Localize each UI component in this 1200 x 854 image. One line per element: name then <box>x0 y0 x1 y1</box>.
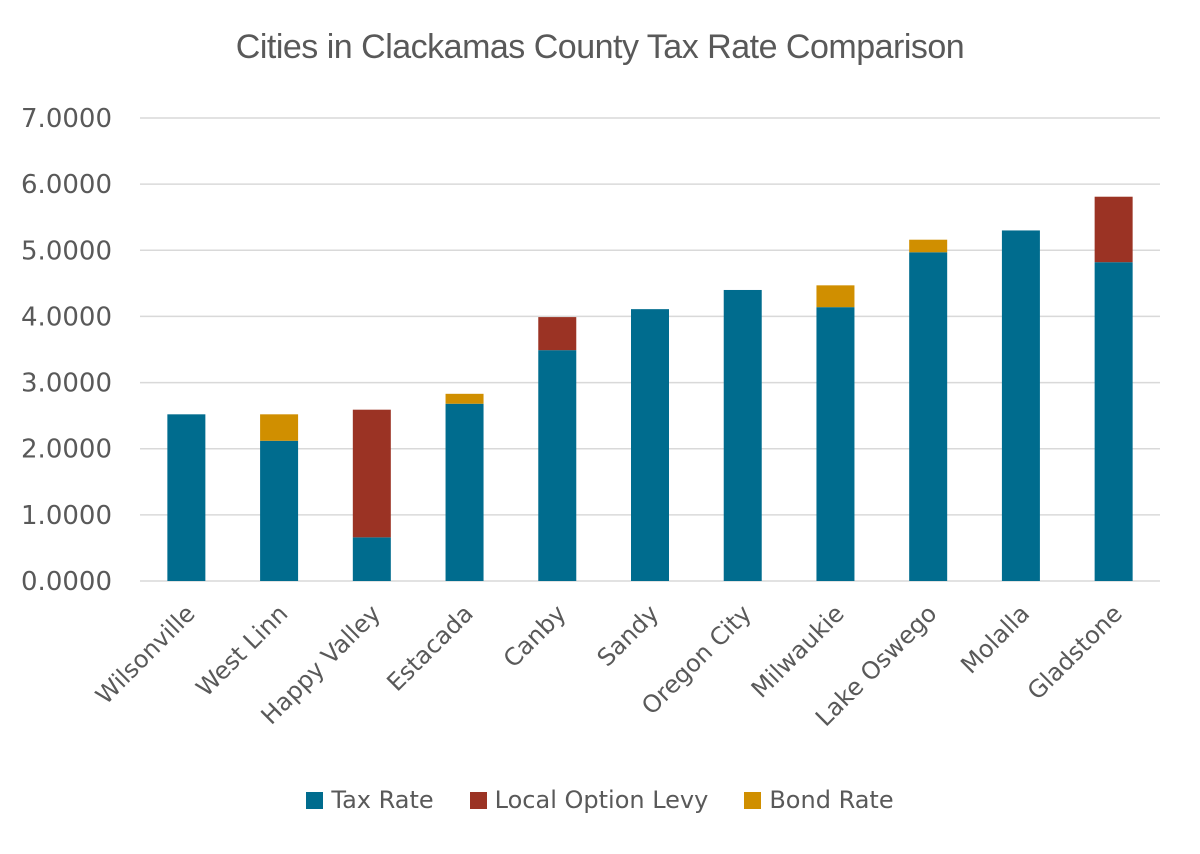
bar-segment <box>445 393 484 404</box>
bar-segment <box>352 409 391 538</box>
bar-segment <box>723 289 762 581</box>
x-tick-label: Wilsonville <box>90 599 200 709</box>
bar-segment <box>352 537 391 581</box>
bar-segment <box>260 414 299 441</box>
y-tick-label: 0.0000 <box>21 567 112 597</box>
legend-label: Tax Rate <box>331 786 434 814</box>
legend-label: Bond Rate <box>769 786 894 814</box>
y-tick-label: 5.0000 <box>21 236 112 266</box>
x-tick-label: Canby <box>498 599 572 673</box>
y-tick-label: 7.0000 <box>21 104 112 134</box>
legend-swatch <box>306 791 324 809</box>
x-tick-label: Estacada <box>381 599 478 696</box>
bar-segment <box>816 307 855 581</box>
x-tick-label: Sandy <box>592 599 665 672</box>
legend-item: Tax Rate <box>306 786 434 814</box>
legend-item: Local Option Levy <box>469 786 709 814</box>
bar-segment <box>167 414 206 581</box>
y-tick-label: 3.0000 <box>21 369 112 399</box>
bar-segment <box>631 309 669 581</box>
bar-segment <box>445 403 484 581</box>
legend-swatch <box>744 791 762 809</box>
legend-label: Local Option Levy <box>494 786 709 814</box>
chart-title: Cities in Clackamas County Tax Rate Comp… <box>235 28 965 66</box>
bar-segment <box>538 350 577 581</box>
bar-segment <box>909 239 948 253</box>
x-tick-label: Molalla <box>955 599 1035 679</box>
legend-swatch <box>469 791 487 809</box>
bar-segment <box>909 252 948 581</box>
bar-segment <box>816 285 855 308</box>
bar-segment <box>538 317 577 351</box>
bar-segment <box>1094 262 1133 581</box>
y-tick-label: 2.0000 <box>21 435 112 465</box>
legend: Tax Rate Local Option Levy Bond Rate <box>0 786 1200 814</box>
bar-segment <box>1094 196 1133 263</box>
legend-item: Bond Rate <box>744 786 894 814</box>
x-tick-label: Gladstone <box>1022 599 1128 705</box>
y-tick-label: 4.0000 <box>21 302 112 332</box>
bar-segment <box>1001 230 1040 581</box>
y-tick-label: 1.0000 <box>21 501 112 531</box>
bar-segment <box>260 440 299 581</box>
y-tick-label: 6.0000 <box>21 170 112 200</box>
